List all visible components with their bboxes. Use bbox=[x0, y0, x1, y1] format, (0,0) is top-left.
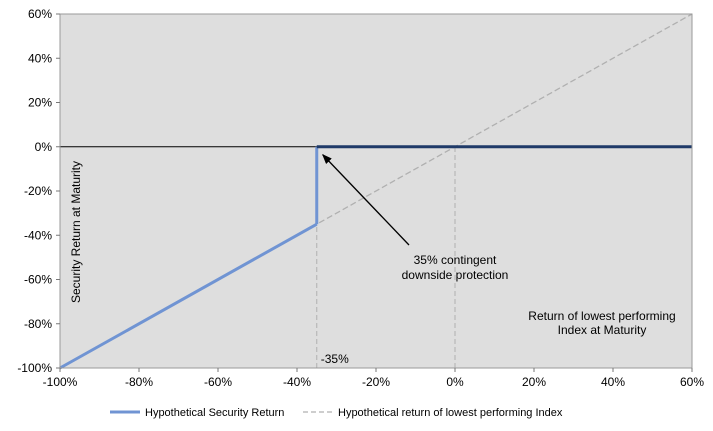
x-tick-label: 60% bbox=[680, 375, 704, 389]
y-tick-label: -40% bbox=[24, 228, 52, 242]
legend-label-security-return: Hypothetical Security Return bbox=[145, 407, 284, 419]
series-security-return-slope bbox=[59, 222, 318, 370]
y-tick-label: -60% bbox=[24, 273, 52, 287]
x-tick-label: -20% bbox=[362, 375, 390, 389]
x-axis-title-line-1: Return of lowest performing bbox=[528, 309, 675, 323]
x-axis-title-line-2: Index at Maturity bbox=[558, 323, 647, 337]
x-tick-label: 40% bbox=[601, 375, 625, 389]
x-tick-label: 20% bbox=[522, 375, 546, 389]
x-tick-label: -40% bbox=[283, 375, 311, 389]
y-tick-label: 20% bbox=[28, 96, 52, 110]
y-tick-label: 60% bbox=[28, 7, 52, 21]
annotation-arrow bbox=[322, 154, 410, 246]
legend: Hypothetical Security Return Hypothetica… bbox=[110, 407, 563, 419]
annotation-barrier-label: -35% bbox=[321, 352, 349, 366]
x-tick-label: 0% bbox=[446, 375, 464, 389]
x-tick-label: -80% bbox=[125, 375, 153, 389]
y-axis-title: Security Return at Maturity bbox=[69, 161, 83, 303]
annotation-protection-line-1: 35% contingent bbox=[414, 253, 497, 267]
y-tick-label: 40% bbox=[28, 51, 52, 65]
x-tick-label: -60% bbox=[204, 375, 232, 389]
y-tick-label: -100% bbox=[17, 361, 52, 375]
legend-label-index-return: Hypothetical return of lowest performing… bbox=[338, 407, 563, 419]
x-tick-label: -100% bbox=[43, 375, 78, 389]
annotation-protection-line-2: downside protection bbox=[402, 268, 509, 282]
y-tick-label: 0% bbox=[35, 140, 53, 154]
y-tick-label: -20% bbox=[24, 184, 52, 198]
y-tick-label: -80% bbox=[24, 317, 52, 331]
